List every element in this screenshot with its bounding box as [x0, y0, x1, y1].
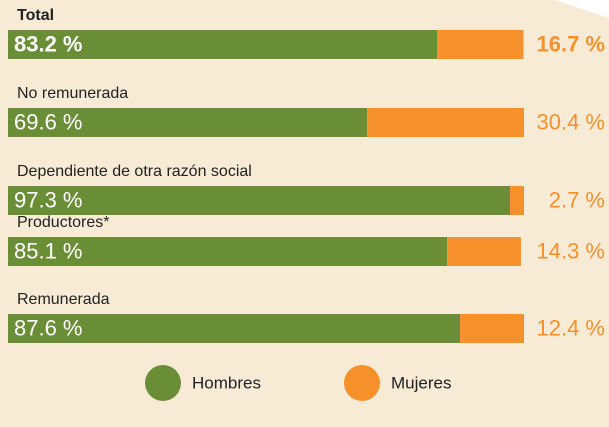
bar-segment — [8, 30, 438, 59]
legend-swatch — [145, 365, 181, 401]
value-label: 30.4 % — [537, 109, 606, 134]
value-label: 2.7 % — [549, 187, 605, 212]
legend-label: Mujeres — [391, 373, 451, 392]
value-label: 12.4 % — [537, 315, 606, 340]
value-label: 85.1 % — [14, 238, 83, 263]
bar-segment — [8, 186, 511, 215]
bar-segment — [437, 30, 524, 59]
value-label: 69.6 % — [14, 109, 83, 134]
bar-segment — [367, 108, 524, 137]
bar-segment — [8, 314, 461, 343]
value-label: 83.2 % — [14, 31, 83, 56]
category-label: No remunerada — [17, 85, 128, 102]
value-label: 16.7 % — [537, 31, 606, 56]
bar-segment — [510, 186, 524, 215]
category-label: Dependiente de otra razón social — [17, 163, 252, 180]
category-label: Remunerada — [17, 291, 110, 308]
bar-segment — [460, 314, 524, 343]
legend-swatch — [344, 365, 380, 401]
bar-segment — [8, 108, 368, 137]
value-label: 87.6 % — [14, 315, 83, 340]
corner-fold — [555, 0, 609, 18]
bar-segment — [447, 237, 521, 266]
category-label: Total — [17, 7, 54, 24]
value-label: 97.3 % — [14, 187, 83, 212]
value-label: 14.3 % — [537, 238, 606, 263]
category-label: Productores* — [17, 214, 110, 231]
legend-label: Hombres — [192, 373, 261, 392]
bar-segment — [8, 237, 448, 266]
